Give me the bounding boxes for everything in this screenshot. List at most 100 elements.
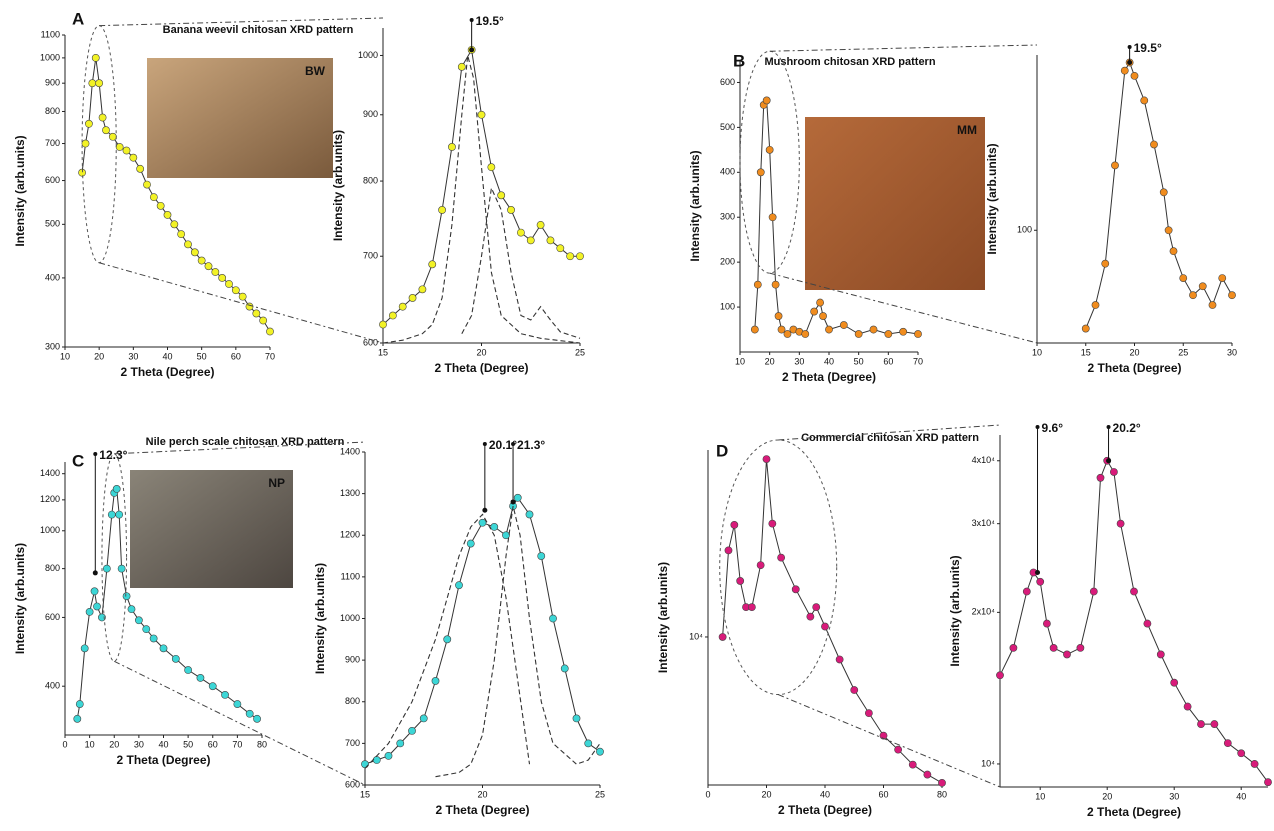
data-point (82, 140, 89, 147)
data-point (840, 321, 847, 328)
data-point (85, 120, 92, 127)
data-point (851, 686, 858, 693)
data-point (1097, 474, 1104, 481)
zoom-ellipse (102, 454, 127, 661)
data-line (723, 459, 942, 783)
x-axis-label: 2 Theta (Degree) (1087, 805, 1181, 819)
data-point (86, 608, 93, 615)
x-axis-label: 2 Theta (Degree) (116, 753, 210, 767)
data-point (1170, 248, 1177, 255)
data-point (143, 626, 150, 633)
data-point (123, 147, 130, 154)
x-tick-label: 20 (477, 789, 487, 799)
y-tick-label: 1200 (40, 494, 60, 504)
x-tick-label: 70 (265, 351, 275, 361)
panel-label: A (72, 9, 84, 28)
data-point (91, 588, 98, 595)
data-point (239, 293, 246, 300)
y-tick-label: 2x10⁴ (972, 607, 996, 617)
y-tick-label: 600 (45, 612, 60, 622)
y-tick-label: 4x10⁴ (972, 455, 996, 465)
data-point (825, 326, 832, 333)
data-point (92, 54, 99, 61)
x-tick-label: 20 (761, 789, 771, 799)
data-point (1131, 72, 1138, 79)
data-point (1211, 720, 1218, 727)
x-tick-label: 30 (1227, 347, 1237, 357)
data-point (135, 617, 142, 624)
data-point (76, 700, 83, 707)
peak-marker (511, 499, 516, 504)
data-point (526, 511, 533, 518)
data-point (1171, 679, 1178, 686)
data-point (1219, 274, 1226, 281)
y-tick-label: 1100 (341, 571, 360, 581)
data-point (766, 146, 773, 153)
y-tick-label: 3x10⁴ (972, 518, 996, 528)
x-tick-label: 50 (197, 351, 207, 361)
x-tick-label: 20 (94, 351, 104, 361)
data-point (527, 237, 534, 244)
y-axis-label: Intensity (arb.units) (13, 135, 27, 246)
data-point (819, 312, 826, 319)
data-point (221, 691, 228, 698)
data-line (1086, 63, 1232, 329)
x-tick-label: 25 (1178, 347, 1188, 357)
data-point (1043, 620, 1050, 627)
x-tick-label: 60 (208, 739, 218, 749)
y-tick-label: 800 (45, 563, 60, 573)
data-point (1121, 67, 1128, 74)
peak-label: 20.2° (1113, 421, 1141, 435)
y-tick-label: 100 (720, 301, 735, 311)
data-point (150, 635, 157, 642)
data-point (855, 330, 862, 337)
data-point (561, 665, 568, 672)
data-point (1090, 588, 1097, 595)
x-tick-label: 10 (1032, 347, 1042, 357)
data-point (885, 330, 892, 337)
data-point (731, 521, 738, 528)
data-point (150, 194, 157, 201)
x-tick-label: 60 (878, 789, 888, 799)
data-point (108, 511, 115, 518)
data-point (157, 202, 164, 209)
peak-label: 21.3° (517, 438, 545, 452)
data-point (116, 511, 123, 518)
peak-marker (93, 570, 98, 575)
peak-marker (469, 47, 474, 52)
data-point (1165, 227, 1172, 234)
x-tick-label: 15 (378, 347, 388, 357)
data-point (116, 143, 123, 150)
data-point (1264, 779, 1271, 786)
data-point (1082, 325, 1089, 332)
data-line (365, 498, 600, 764)
data-point (143, 181, 150, 188)
y-tick-label: 100 (1017, 225, 1032, 235)
data-point (103, 565, 110, 572)
data-point (1197, 720, 1204, 727)
data-point (802, 330, 809, 337)
data-point (260, 317, 267, 324)
peak-label: 19.5° (476, 14, 504, 28)
data-point (253, 715, 260, 722)
data-point (1130, 588, 1137, 595)
data-point (865, 710, 872, 717)
inset-label: BW (305, 64, 326, 78)
data-point (817, 299, 824, 306)
y-axis-label: Intensity (arb.units) (656, 562, 670, 673)
data-point (769, 214, 776, 221)
data-point (507, 206, 514, 213)
data-point (361, 761, 368, 768)
peak-top (511, 442, 515, 446)
x-tick-label: 10 (60, 351, 70, 361)
y-tick-label: 200 (720, 257, 735, 267)
data-point (234, 700, 241, 707)
y-tick-label: 500 (45, 219, 60, 229)
data-point (870, 326, 877, 333)
data-point (409, 294, 416, 301)
inset-label: MM (957, 123, 977, 137)
data-point (81, 645, 88, 652)
x-tick-label: 10 (735, 356, 745, 366)
data-point (246, 710, 253, 717)
chart-title: Commercial chitosan XRD pattern (801, 432, 979, 444)
